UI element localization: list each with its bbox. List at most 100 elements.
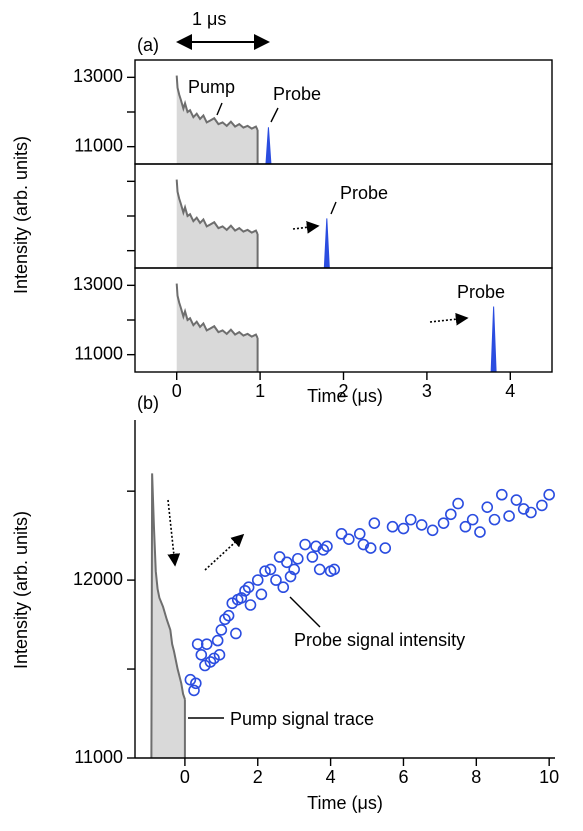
x-tick-label: 0 xyxy=(180,767,190,787)
pump-trace xyxy=(175,283,259,339)
data-point xyxy=(264,563,277,576)
leader xyxy=(330,201,337,215)
data-point xyxy=(488,513,501,526)
data-point xyxy=(353,528,366,540)
panel-label: (a) xyxy=(137,35,159,55)
leader xyxy=(289,596,321,628)
layout-shapes xyxy=(167,34,469,719)
shift-arrow xyxy=(292,220,320,234)
data-point xyxy=(230,627,242,640)
data-point xyxy=(211,634,224,647)
data-point xyxy=(251,574,264,586)
data-point xyxy=(288,563,300,576)
scale-label: 1 μs xyxy=(192,9,226,29)
data-point xyxy=(445,508,457,521)
rise-arrow xyxy=(204,533,245,571)
data-point xyxy=(474,526,486,538)
data-point xyxy=(481,501,494,513)
data-point xyxy=(364,542,377,554)
pump-trace xyxy=(150,473,186,759)
data-point xyxy=(466,513,479,526)
data-point xyxy=(404,513,417,526)
data-point xyxy=(219,613,231,626)
x-tick-label: 1 xyxy=(255,381,265,401)
pump-trace xyxy=(175,179,259,235)
data-point xyxy=(215,624,228,636)
data-point xyxy=(459,520,472,533)
data-point xyxy=(543,488,555,501)
leader xyxy=(216,102,223,116)
annotation: Pump signal trace xyxy=(230,709,374,729)
probe-peak xyxy=(265,127,272,165)
data-point xyxy=(510,494,523,506)
x-tick-label: 8 xyxy=(471,767,481,787)
x-axis-label: Time (μs) xyxy=(307,793,383,813)
annotation: Probe signal intensity xyxy=(294,630,465,650)
data-point xyxy=(313,563,326,576)
data-point xyxy=(536,499,548,512)
annotation: Probe xyxy=(273,84,321,104)
data-point xyxy=(386,520,399,533)
data-point xyxy=(204,656,217,668)
data-point xyxy=(496,488,508,501)
pump-fill xyxy=(151,473,185,758)
data-point xyxy=(255,588,268,601)
data-point xyxy=(222,609,235,622)
x-tick-label: 4 xyxy=(326,767,336,787)
x-tick-label: 3 xyxy=(422,381,432,401)
data-point xyxy=(239,584,251,597)
data-point xyxy=(195,649,208,661)
probe-peak xyxy=(490,306,497,373)
x-tick-label: 4 xyxy=(505,381,515,401)
data-point xyxy=(281,556,293,569)
y-axis-label: Intensity (arb. units) xyxy=(11,136,31,294)
pump-trace xyxy=(175,75,259,131)
data-point xyxy=(452,497,464,510)
data-point xyxy=(273,551,286,563)
x-tick-label: 2 xyxy=(253,767,263,787)
data-point xyxy=(292,552,304,565)
data-point xyxy=(328,563,341,576)
data-point xyxy=(335,528,348,540)
data-point xyxy=(191,638,204,650)
data-point xyxy=(437,517,450,529)
x-tick-label: 10 xyxy=(539,767,559,787)
data-point xyxy=(188,684,200,697)
data-point xyxy=(259,565,271,578)
data-point xyxy=(379,542,392,554)
data-point xyxy=(397,522,410,535)
data-point xyxy=(343,533,355,545)
data-point xyxy=(277,581,290,594)
x-tick-label: 6 xyxy=(398,767,408,787)
panel-label: (b) xyxy=(137,393,159,413)
leader xyxy=(270,107,279,123)
y-axis-label: Intensity (arb. units) xyxy=(11,511,31,669)
annotation: Probe xyxy=(340,183,388,203)
y-tick-label: 13000 xyxy=(73,274,123,294)
data-point xyxy=(200,638,213,650)
y-tick-label: 12000 xyxy=(73,569,123,589)
annotation: Pump xyxy=(188,77,235,97)
x-tick-label: 2 xyxy=(338,381,348,401)
pump-fill xyxy=(176,75,258,164)
data-point xyxy=(317,544,330,556)
y-tick-label: 11000 xyxy=(74,135,123,155)
probe-peak xyxy=(323,218,330,269)
decay-arrow xyxy=(167,499,181,567)
data-point xyxy=(368,517,381,529)
data-point xyxy=(299,538,311,551)
y-tick-label: 13000 xyxy=(73,66,123,86)
data-point xyxy=(306,551,319,563)
x-axis-label: Time (μs) xyxy=(307,386,383,406)
pump-fill xyxy=(176,283,258,372)
annotation: Probe xyxy=(457,282,505,302)
data-point xyxy=(503,510,515,522)
data-point xyxy=(213,649,226,661)
data-point xyxy=(426,524,439,537)
x-tick-label: 0 xyxy=(172,381,182,401)
data-point xyxy=(270,574,282,586)
data-point xyxy=(244,599,257,611)
data-point xyxy=(525,506,537,519)
pump-fill xyxy=(176,179,258,268)
